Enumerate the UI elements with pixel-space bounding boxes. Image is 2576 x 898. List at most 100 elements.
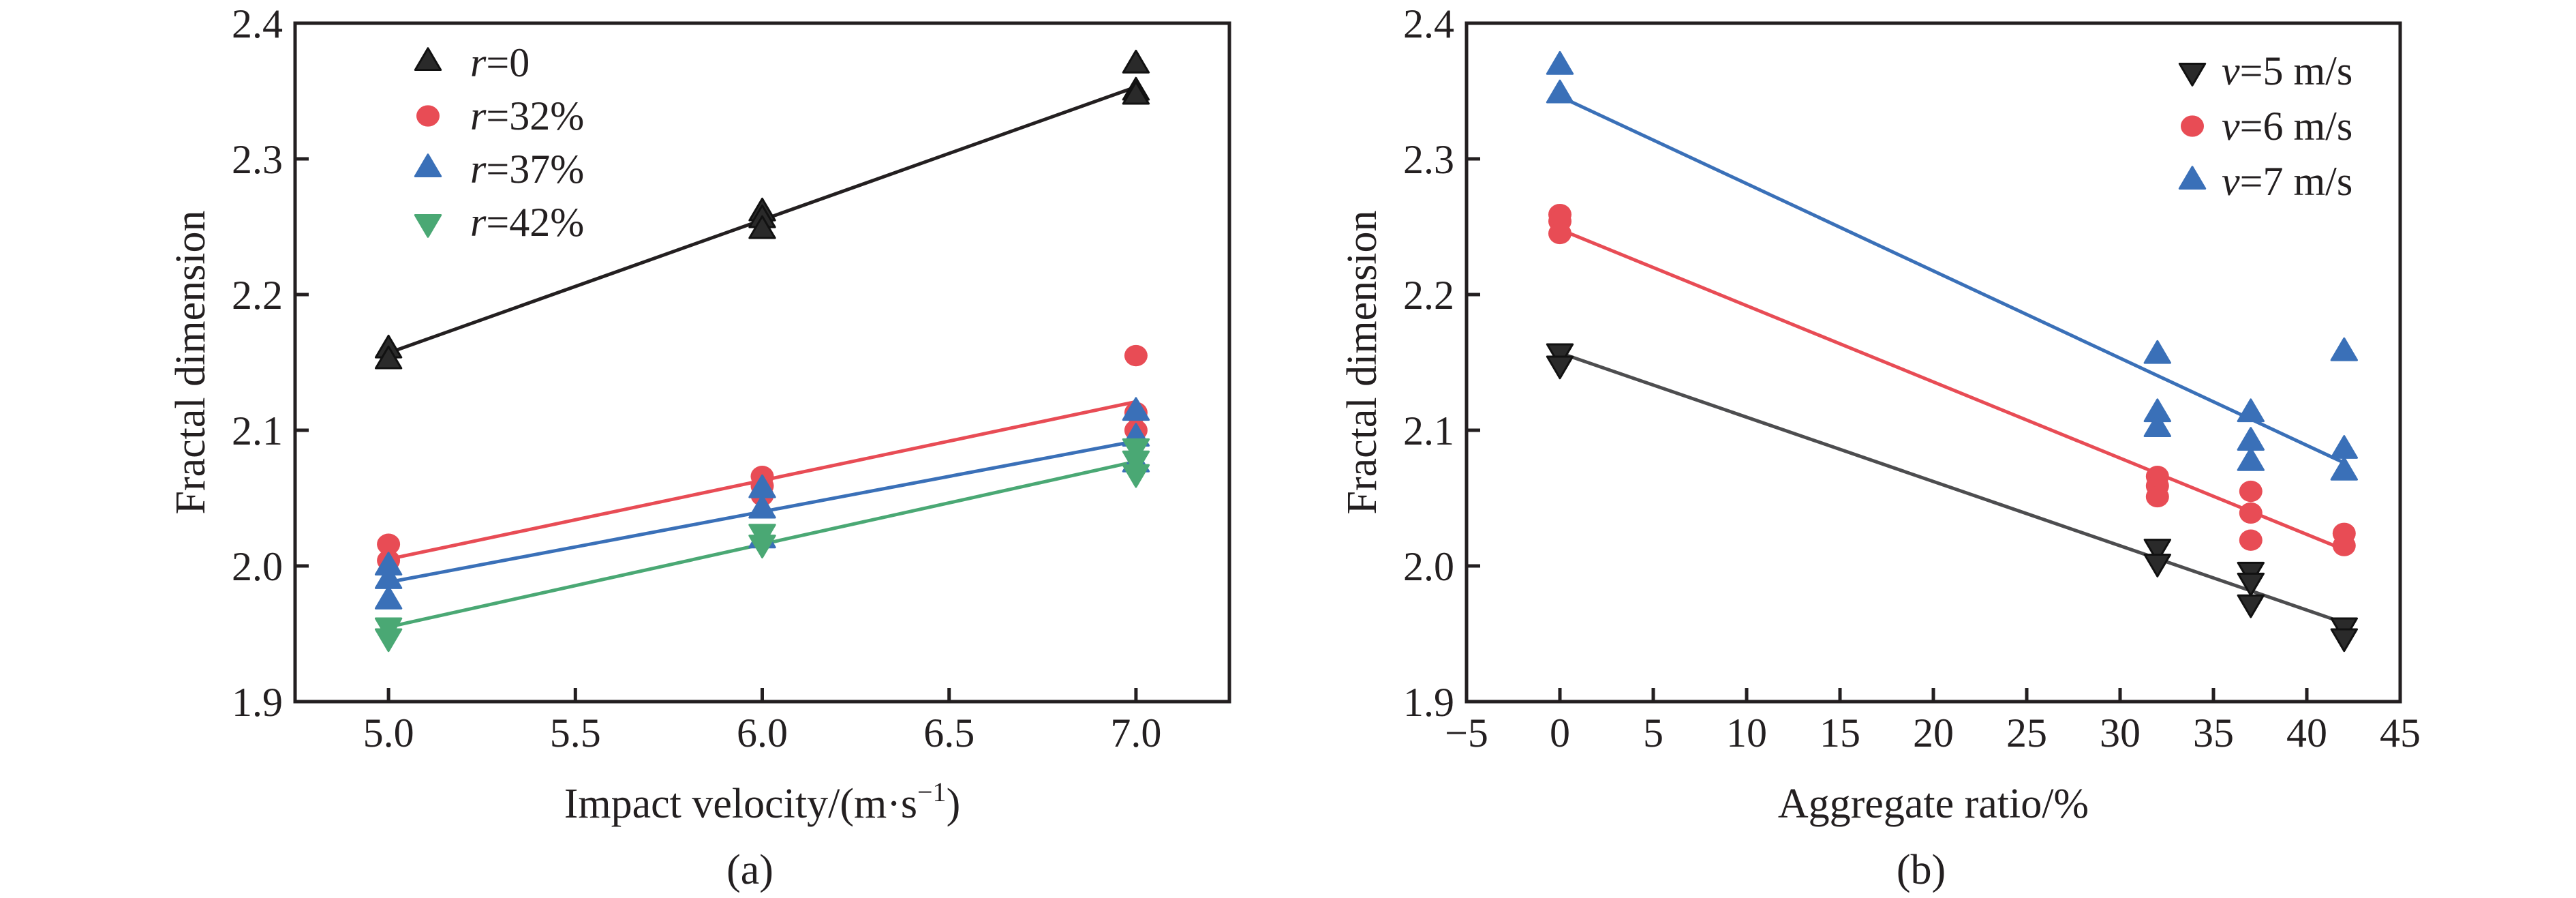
x-tick-label: 15 (1820, 710, 1860, 755)
legend-label: r=42% (470, 200, 584, 245)
data-point (377, 533, 401, 555)
series-2 (374, 397, 1150, 610)
chart-panel-a: 1.9 2.0 2.1 2.2 2.3 2.4 5.0 5.5 6.0 6.5 7.0 Fractal… (168, 1, 1231, 893)
legend-marker-icon (414, 213, 442, 238)
data-point (1548, 222, 1571, 245)
data-point (2237, 398, 2265, 423)
fit-line-1 (1559, 228, 2345, 552)
fit-line-0 (1559, 351, 2345, 625)
legend-var: r (470, 147, 487, 192)
x-tick-label: 20 (1913, 710, 1954, 755)
data-point (2239, 502, 2263, 524)
x-tick-label: 30 (2100, 710, 2141, 755)
data-point (1546, 355, 1574, 380)
legend-item: r=32% (416, 93, 584, 138)
legend-rest: =37% (486, 147, 584, 192)
legend-item: r=0 (414, 40, 530, 85)
x-axis-title-sup: −1 (917, 777, 947, 807)
legend-item: r=42% (414, 200, 584, 245)
plot-frame (293, 21, 1231, 704)
data-point (2237, 572, 2265, 597)
x-axis-title: Impact velocity/(m·s−1) (564, 777, 960, 827)
panel-label: (a) (726, 847, 773, 893)
y-tick-label: 1.9 (232, 680, 283, 725)
y-tick-label: 2.3 (232, 137, 283, 182)
series-2 (1546, 50, 2358, 481)
y-tick-label: 2.1 (1403, 408, 1454, 453)
legend: r=0r=32%r=37%r=42% (414, 40, 584, 245)
fit-line-2 (1559, 95, 2345, 465)
legend-item: v=7 m/s (2178, 159, 2352, 204)
y-tick-label: 2.0 (232, 544, 283, 589)
data-point (1122, 450, 1150, 475)
legend-var: v (2222, 104, 2240, 149)
legend-marker-icon (2178, 62, 2207, 87)
legend-label: r=37% (470, 147, 584, 192)
data-point (2145, 485, 2169, 508)
legend-rest: =5 m/s (2240, 48, 2353, 93)
data-point (2330, 456, 2358, 481)
legend-var: r (470, 200, 487, 245)
data-point (748, 215, 776, 239)
legend-rest: =32% (486, 93, 584, 138)
x-tick-label: 10 (1726, 710, 1767, 755)
data-point (374, 585, 403, 610)
x-tick-label: 6.0 (737, 710, 788, 755)
legend-rest: =6 m/s (2240, 104, 2353, 149)
legend: v=5 m/sv=6 m/sv=7 m/s (2178, 48, 2353, 204)
x-tick-label: 0 (1550, 710, 1570, 755)
legend-var: v (2222, 159, 2240, 204)
y-tick-label: 2.4 (1403, 1, 1454, 46)
data-point (1122, 438, 1150, 462)
data-point (2239, 480, 2263, 503)
y-tick-label: 1.9 (1403, 680, 1454, 725)
legend-marker-icon (414, 47, 442, 72)
series-0 (1546, 343, 2358, 653)
data-point (374, 628, 403, 653)
data-point (2330, 435, 2358, 459)
legend-label: v=6 m/s (2222, 104, 2352, 149)
data-point (2332, 535, 2356, 556)
series-0 (374, 49, 1150, 370)
legend-marker-icon (414, 153, 442, 178)
y-tick-label: 2.4 (232, 1, 283, 46)
data-point (1546, 343, 1574, 368)
data-point (2143, 413, 2171, 438)
panel-label: (b) (1897, 847, 1946, 893)
data-point (2143, 553, 2171, 578)
y-axis-title: Fractal dimension (168, 211, 214, 515)
data-point (1122, 80, 1150, 105)
data-point (2237, 447, 2265, 471)
x-tick-label: 5.5 (550, 710, 601, 755)
data-point (2143, 340, 2171, 364)
x-axis-title: Aggregate ratio/% (1778, 781, 2089, 827)
legend-marker-icon (2181, 115, 2204, 137)
x-axis-title-main: Impact velocity/(m·s (564, 781, 917, 827)
data-point (2330, 628, 2358, 653)
data-point (1122, 464, 1150, 488)
legend-rest: =0 (486, 40, 530, 85)
legend-label: v=7 m/s (2222, 159, 2352, 204)
data-point (1122, 397, 1150, 421)
legend-var: v (2222, 48, 2240, 93)
y-tick-label: 2.2 (232, 273, 283, 318)
legend-marker-icon (2178, 166, 2207, 190)
chart-panel-b: 1.9 2.0 2.1 2.2 2.3 2.4 −5 0 5 10 15 20 25 30 35 40 45 Fr… (1339, 1, 2421, 893)
legend-label: r=0 (470, 40, 530, 85)
data-point (1546, 50, 1574, 75)
data-point (1546, 79, 1574, 104)
legend-item: r=37% (414, 147, 584, 192)
x-axis-title-tail: ) (947, 781, 961, 827)
y-axis-title: Fractal dimension (1339, 211, 1385, 515)
data-point (1124, 344, 1148, 367)
legend-var: r (470, 93, 487, 138)
data-point (2143, 539, 2171, 563)
y-tick-label: 2.0 (1403, 544, 1454, 589)
data-point (2237, 427, 2265, 451)
x-tick-label: 7.0 (1110, 710, 1161, 755)
data-point (748, 535, 776, 558)
legend-marker-icon (416, 105, 440, 127)
series-1 (1548, 203, 2356, 556)
x-axis-title-main: Aggregate ratio/% (1778, 781, 2089, 827)
